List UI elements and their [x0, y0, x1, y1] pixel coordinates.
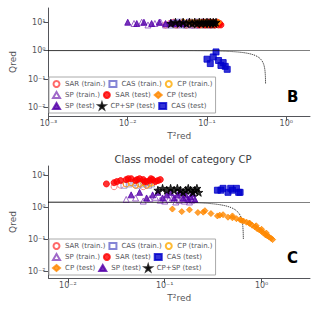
svg-text:CP (train.): CP (train.)	[177, 80, 213, 88]
svg-text:10⁻¹: 10⁻¹	[156, 281, 174, 290]
svg-text:10¹: 10¹	[32, 171, 45, 180]
svg-text:CAS (train.): CAS (train.)	[121, 242, 162, 250]
svg-text:C: C	[287, 249, 298, 267]
svg-text:10⁻¹: 10⁻¹	[198, 119, 216, 128]
svg-text:10⁻²: 10⁻²	[119, 119, 137, 128]
svg-text:CP (test): CP (test)	[65, 264, 96, 272]
svg-text:SP (train.): SP (train.)	[65, 253, 100, 261]
svg-text:SP (test): SP (test)	[111, 264, 141, 272]
svg-text:CAS (test): CAS (test)	[171, 102, 207, 110]
svg-text:B: B	[287, 88, 298, 106]
svg-text:10⁰: 10⁰	[32, 46, 45, 55]
svg-text:Qred: Qred	[8, 51, 18, 73]
svg-text:10⁻¹: 10⁻¹	[28, 75, 46, 84]
svg-text:SAR (test): SAR (test)	[115, 91, 151, 99]
svg-text:SP (train.): SP (train.)	[65, 91, 100, 99]
svg-text:10⁻³: 10⁻³	[40, 119, 58, 128]
svg-text:CAS (test): CAS (test)	[167, 253, 203, 261]
svg-text:T²red: T²red	[166, 293, 191, 303]
svg-text:SAR (train.): SAR (train.)	[65, 242, 106, 250]
svg-text:T²red: T²red	[166, 131, 191, 141]
svg-text:SAR (train.): SAR (train.)	[65, 80, 106, 88]
svg-text:10⁰: 10⁰	[280, 119, 293, 128]
svg-text:SP (test): SP (test)	[65, 102, 95, 110]
svg-text:CP (test): CP (test)	[167, 91, 198, 99]
svg-text:Qred: Qred	[8, 211, 18, 233]
svg-text:CP+SP (test): CP+SP (test)	[157, 264, 202, 272]
svg-text:10⁻²: 10⁻²	[59, 281, 77, 290]
svg-text:10⁰: 10⁰	[32, 203, 45, 212]
svg-text:10⁻²: 10⁻²	[28, 267, 46, 276]
svg-text:10¹: 10¹	[32, 18, 45, 27]
svg-text:SAR (test): SAR (test)	[115, 253, 151, 261]
svg-text:CP (train.): CP (train.)	[177, 242, 213, 250]
svg-text:CP+SP (test): CP+SP (test)	[110, 102, 155, 110]
svg-text:10⁻²: 10⁻²	[28, 103, 46, 112]
svg-text:10⁻¹: 10⁻¹	[28, 235, 46, 244]
svg-text:CAS (train.): CAS (train.)	[121, 80, 162, 88]
svg-text:Class model of category CP: Class model of category CP	[114, 154, 251, 165]
svg-text:10⁰: 10⁰	[255, 281, 268, 290]
